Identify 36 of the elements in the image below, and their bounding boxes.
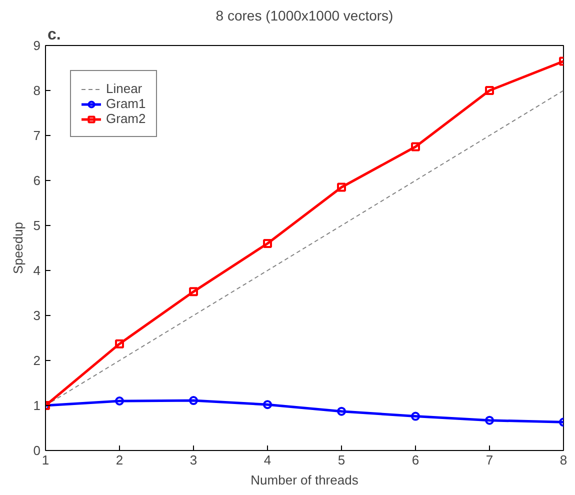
chart-title: 8 cores (1000x1000 vectors) <box>216 8 394 24</box>
y-axis-title: Speedup <box>10 222 26 274</box>
point <box>115 396 124 406</box>
x-tick-label: 8 <box>560 452 568 468</box>
y-tick-label: 2 <box>33 353 41 368</box>
x-tick-label: 6 <box>412 452 420 468</box>
y-tick-label: 9 <box>33 38 41 53</box>
point <box>115 339 124 348</box>
text: c. <box>48 26 61 44</box>
point <box>337 182 346 192</box>
point <box>189 396 198 406</box>
y-tick-label: 3 <box>33 308 41 323</box>
legend-label: Linear <box>106 81 142 96</box>
point <box>263 239 272 248</box>
y-tick-label: 7 <box>33 128 41 143</box>
x-tick-label: 3 <box>190 452 198 468</box>
legend-label: Gram1 <box>106 96 146 111</box>
y-tick-label: 0 <box>33 443 41 458</box>
point <box>485 416 494 425</box>
point <box>189 287 198 296</box>
point <box>411 412 420 421</box>
point <box>485 86 494 95</box>
y-tick-label: 1 <box>33 398 41 413</box>
y-tick-label: 8 <box>33 83 41 98</box>
x-tick-label: 2 <box>116 452 124 468</box>
point <box>263 400 272 410</box>
x-tick-label: 7 <box>486 452 494 468</box>
y-tick-label: 4 <box>33 263 41 278</box>
x-tick-label: 5 <box>338 452 346 468</box>
y-tick-label: 5 <box>33 218 41 233</box>
legend-label: Gram2 <box>106 111 146 126</box>
point <box>411 142 420 152</box>
x-axis-title: Number of threads <box>250 472 359 488</box>
point <box>337 406 346 416</box>
x-tick-label: 4 <box>264 452 272 468</box>
y-tick-label: 6 <box>33 173 41 188</box>
